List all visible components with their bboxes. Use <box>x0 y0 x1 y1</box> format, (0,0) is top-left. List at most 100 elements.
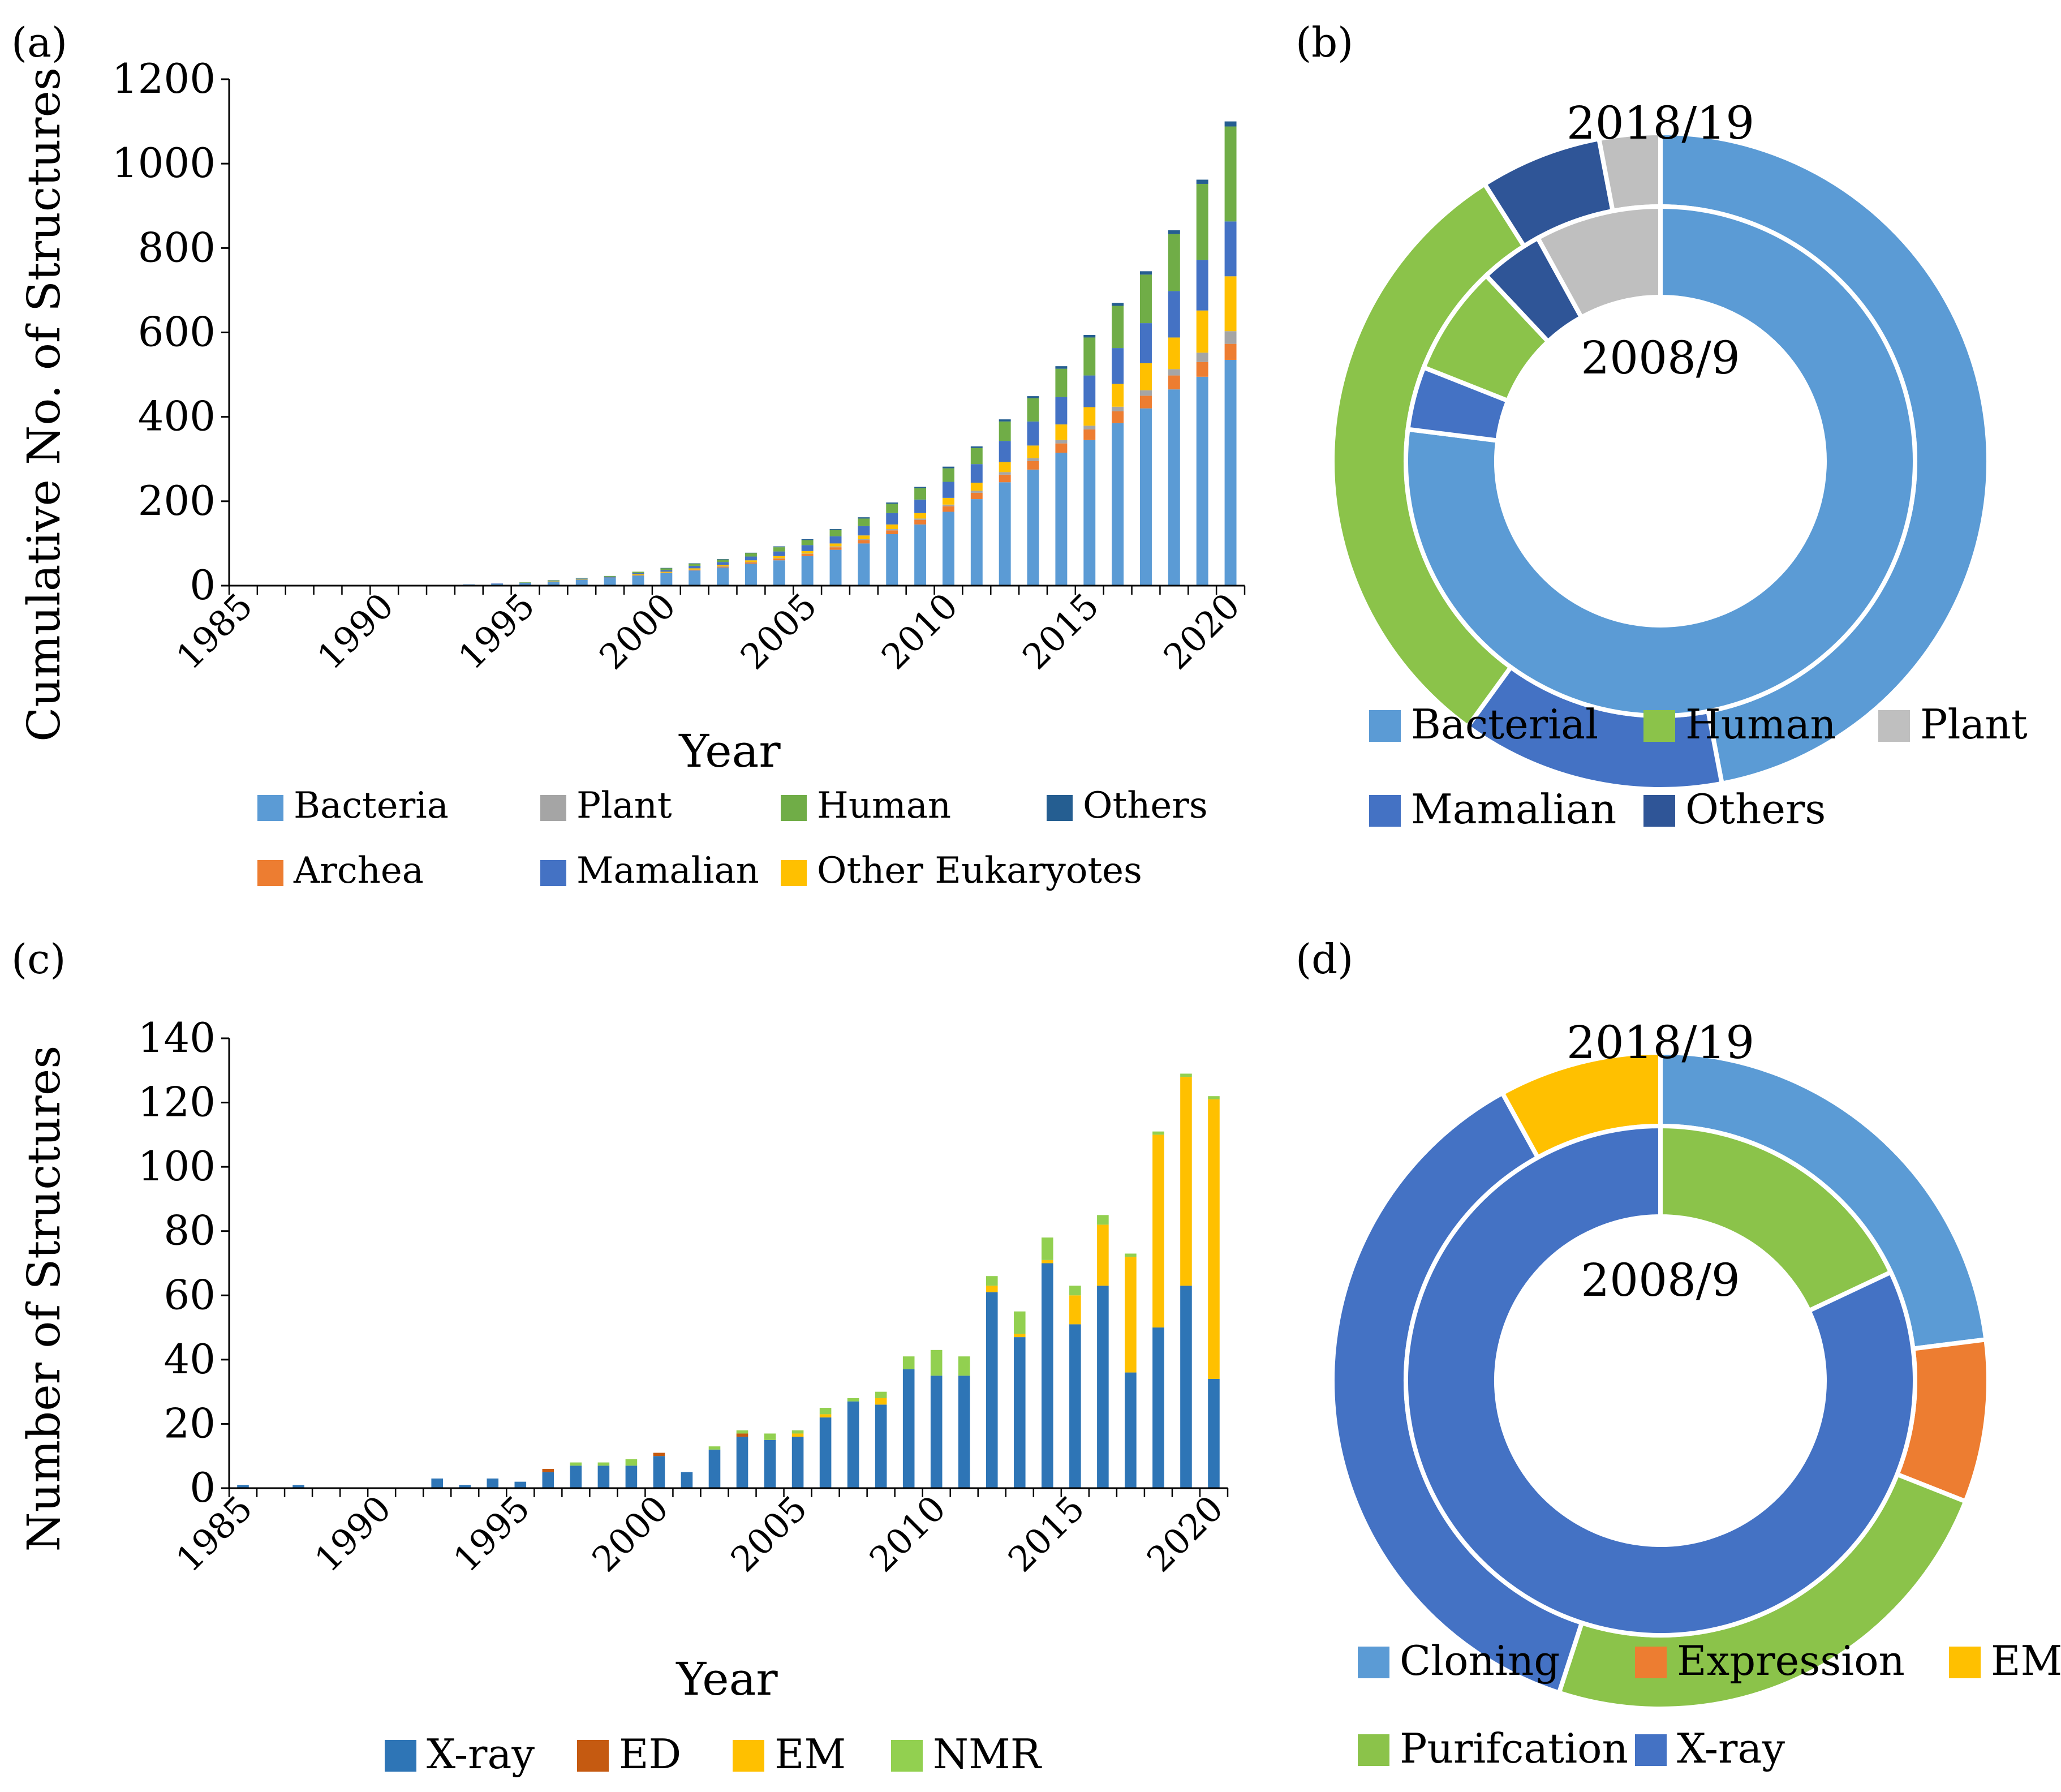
a-ytick-label: 1000 <box>112 139 216 187</box>
a-bar-2004-other-eukaryotes <box>773 556 785 558</box>
chart-b-inner-label: 2008/9 <box>1581 332 1740 384</box>
c-bar-1985-x-ray <box>237 1485 249 1488</box>
a-bar-2005-bacteria <box>801 556 814 586</box>
a-bar-2015-plant <box>1083 426 1096 430</box>
a-bar-2013-bacteria <box>1027 469 1039 586</box>
c-bar-2012-x-ray <box>986 1292 998 1488</box>
c-bar-2000-ed <box>653 1452 665 1456</box>
a-bar-2012-bacteria <box>999 482 1011 586</box>
c-bar-2006-nmr <box>819 1408 832 1415</box>
a-bar-2014-plant <box>1055 440 1068 444</box>
a-bar-2002-mamalian <box>717 562 729 565</box>
c-bar-2000-x-ray <box>653 1456 665 1488</box>
a-bar-2007-others <box>858 517 870 519</box>
a-bar-2019-human <box>1196 183 1208 260</box>
a-ytick-label: 800 <box>138 224 216 271</box>
panel-label-d: (d) <box>1296 935 1353 983</box>
a-bar-2001-mamalian <box>689 565 701 569</box>
c-bar-2006-x-ray <box>819 1417 832 1488</box>
c-bar-1996-ed <box>542 1468 554 1472</box>
a-bar-2014-others <box>1055 366 1068 369</box>
d-inner-slice-x-ray <box>1404 1123 1917 1638</box>
a-bar-2013-human <box>1027 398 1039 422</box>
c-legend-swatch-ed <box>577 1740 609 1772</box>
a-bar-2004-plant <box>773 558 785 559</box>
a-bar-2003-other-eukaryotes <box>745 560 757 562</box>
a-bar-2011-plant <box>970 491 983 493</box>
a-bar-2007-mamalian <box>858 526 870 536</box>
a-bar-2014-archea <box>1055 443 1068 453</box>
a-bar-2010-plant <box>942 504 954 506</box>
b-legend-label-human: Human <box>1685 701 1836 748</box>
a-bar-2013-mamalian <box>1027 421 1039 446</box>
a-bar-2012-others <box>999 419 1011 422</box>
a-bar-2002-bacteria <box>717 567 729 586</box>
c-bar-2008-nmr <box>875 1391 887 1398</box>
c-bar-1993-x-ray <box>459 1485 471 1488</box>
d-legend-label-purifcation: Purifcation <box>1400 1725 1628 1772</box>
c-bar-2002-x-ray <box>708 1449 721 1488</box>
a-bar-2016-human <box>1112 306 1124 349</box>
a-bar-2009-human <box>914 488 927 500</box>
a-ytick-label: 200 <box>138 477 216 525</box>
a-bar-2001-others <box>689 563 701 564</box>
a-bar-2020-archea <box>1224 343 1237 360</box>
a-bar-2008-mamalian <box>886 513 898 525</box>
c-bar-2018-nmr <box>1152 1131 1164 1135</box>
c-bar-2017-em <box>1125 1257 1137 1373</box>
c-bar-1995-x-ray <box>514 1481 527 1488</box>
a-bar-2014-human <box>1055 368 1068 397</box>
a-bar-2020-mamalian <box>1224 221 1237 277</box>
a-legend-label-archea: Archea <box>293 850 424 892</box>
d-legend-swatch-em <box>1949 1647 1981 1678</box>
a-bar-2011-bacteria <box>970 499 983 586</box>
chart-b-legend: Bacterial Human Plant Mamalian Others <box>1369 701 2028 833</box>
c-bar-2017-x-ray <box>1125 1372 1137 1488</box>
c-bar-2012-em <box>986 1286 998 1292</box>
b-legend-label-mamalian: Mamalian <box>1411 785 1616 833</box>
a-bar-2012-other-eukaryotes <box>999 462 1011 472</box>
a-bar-2017-plant <box>1140 390 1152 396</box>
c-bar-2007-nmr <box>847 1398 859 1402</box>
a-bar-1995-human <box>519 582 532 583</box>
a-bar-2019-archea <box>1196 362 1208 377</box>
c-bar-2010-nmr <box>930 1350 943 1376</box>
a-bar-2009-other-eukaryotes <box>914 513 927 519</box>
c-bar-2019-em <box>1180 1077 1192 1286</box>
chart-c-bars <box>237 1073 1220 1488</box>
c-bar-2003-nmr <box>736 1430 748 1434</box>
a-ytick-label: 0 <box>190 561 216 609</box>
a-bar-2005-archea <box>801 554 814 556</box>
a-bar-2009-others <box>914 487 927 488</box>
a-bar-2012-mamalian <box>999 441 1011 462</box>
a-bar-2016-bacteria <box>1112 423 1124 586</box>
a-bar-2000-other-eukaryotes <box>660 571 673 573</box>
b-legend-swatch-others <box>1643 795 1675 827</box>
a-bar-1997-other-eukaryotes <box>575 579 588 580</box>
c-ytick-label: 80 <box>163 1207 216 1254</box>
chart-d-donut-method-steps: 2018/19 2008/9 Cloning Expression EM Purifc… <box>1330 1016 2061 1772</box>
panel-label-b: (b) <box>1296 19 1353 66</box>
a-bar-2016-mamalian <box>1112 348 1124 384</box>
a-bar-2013-archea <box>1027 461 1039 470</box>
a-bar-2017-others <box>1140 271 1152 275</box>
c-bar-2016-nmr <box>1097 1215 1109 1225</box>
a-ytick-label: 1200 <box>112 55 216 102</box>
chart-c-xlabel: Year <box>675 1653 778 1705</box>
b-legend-label-plant: Plant <box>1920 701 2028 748</box>
c-bar-2020-nmr <box>1208 1096 1220 1099</box>
c-bar-1997-x-ray <box>570 1466 582 1488</box>
a-bar-2006-mamalian <box>829 536 842 544</box>
c-xtick-label: 2000 <box>584 1488 676 1580</box>
d-legend-label-x-ray: X-ray <box>1677 1725 1785 1772</box>
d-inner-slice-purifcation <box>1658 1123 1894 1314</box>
a-bar-2000-mamalian <box>660 570 673 572</box>
a-bar-1994-mamalian <box>491 583 504 585</box>
chart-c-legend: X-ray ED EM NMR <box>385 1730 1042 1778</box>
c-bar-2009-nmr <box>902 1356 915 1369</box>
chart-d-legend: Cloning Expression EM Purifcation X-ray <box>1358 1637 2061 1772</box>
a-bar-2015-mamalian <box>1083 375 1096 407</box>
a-bar-2003-mamalian <box>745 556 757 561</box>
c-bar-2015-nmr <box>1069 1286 1081 1296</box>
